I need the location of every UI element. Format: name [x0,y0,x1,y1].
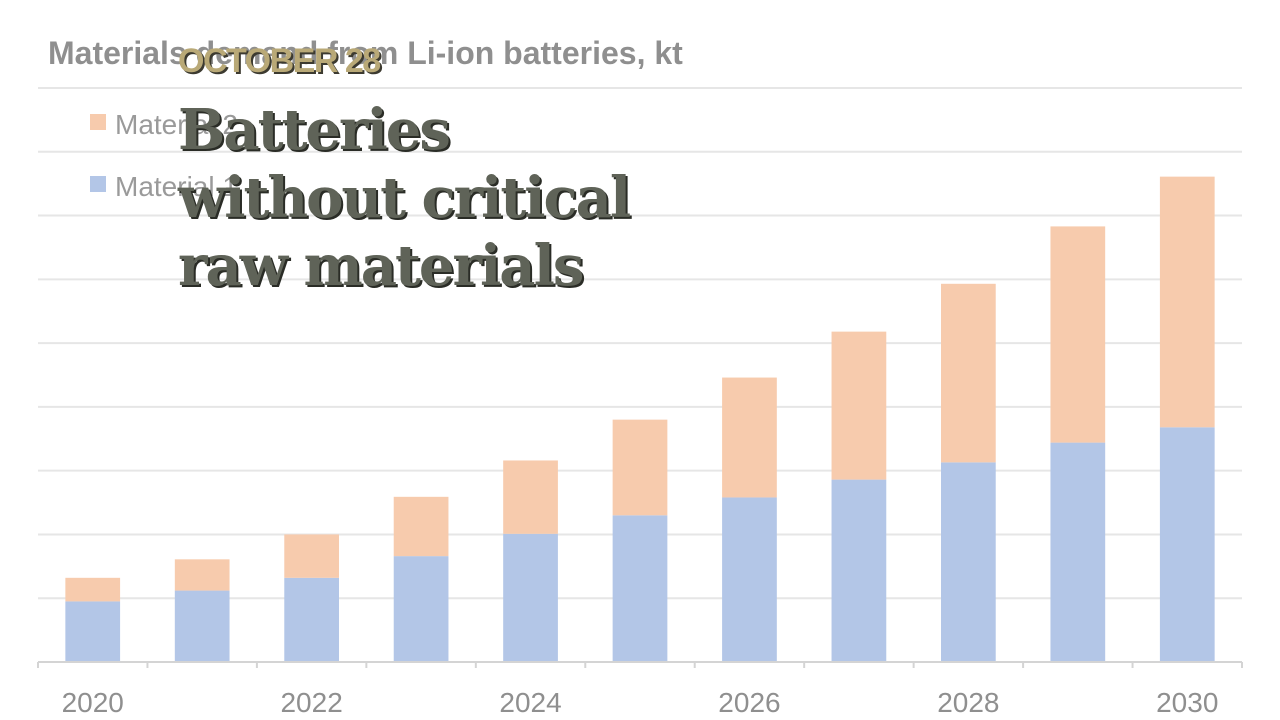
legend: Material 2 Material 1 [90,109,238,202]
bar-2028-series-1 [941,462,996,662]
chart-title: Materials demand from Li-ion batteries, … [48,35,683,71]
legend-label: Material 1 [115,171,238,202]
bar-2027-series-2 [831,331,887,480]
bars [65,176,1215,662]
legend-label: Material 2 [115,109,238,140]
bar-2026-series-2 [722,377,777,498]
x-tick-label: 2024 [499,687,561,718]
bar-2026-series-1 [722,497,777,662]
bar-2025-series-2 [612,419,668,516]
x-tick-label: 2030 [1156,687,1218,718]
bar-2024-series-1 [503,533,558,662]
legend-swatch [90,176,106,192]
post-date: OCTOBER 28 [178,42,381,80]
bar-2030-series-1 [1159,427,1215,662]
post-headline[interactable]: Batteries without critical raw materials [178,97,631,299]
bar-2022-series-1 [284,577,339,662]
x-tick-label: 2028 [937,687,999,718]
bar-2028-series-2 [941,283,996,463]
bar-2025-series-1 [612,515,668,662]
legend-swatch [90,114,106,130]
bar-2024-series-2 [503,460,558,534]
bar-2029-series-1 [1050,442,1106,662]
bar-2021-series-1 [174,590,230,662]
x-tick-label: 2022 [280,687,342,718]
bar-2027-series-1 [831,479,887,662]
bar-2023-series-2 [393,496,449,557]
bar-2030-series-2 [1159,176,1215,428]
bar-2020-series-2 [65,577,121,602]
x-axis: 2020 2022 2024 2026 2028 2030 [37,661,1243,718]
x-tick-label: 2020 [62,687,124,718]
bar-2020-series-1 [65,601,121,662]
bar-2022-series-2 [284,534,339,578]
bar-2023-series-1 [393,556,449,662]
x-tick-label: 2026 [718,687,780,718]
bar-2021-series-2 [174,559,230,591]
bar-2029-series-2 [1050,226,1106,443]
